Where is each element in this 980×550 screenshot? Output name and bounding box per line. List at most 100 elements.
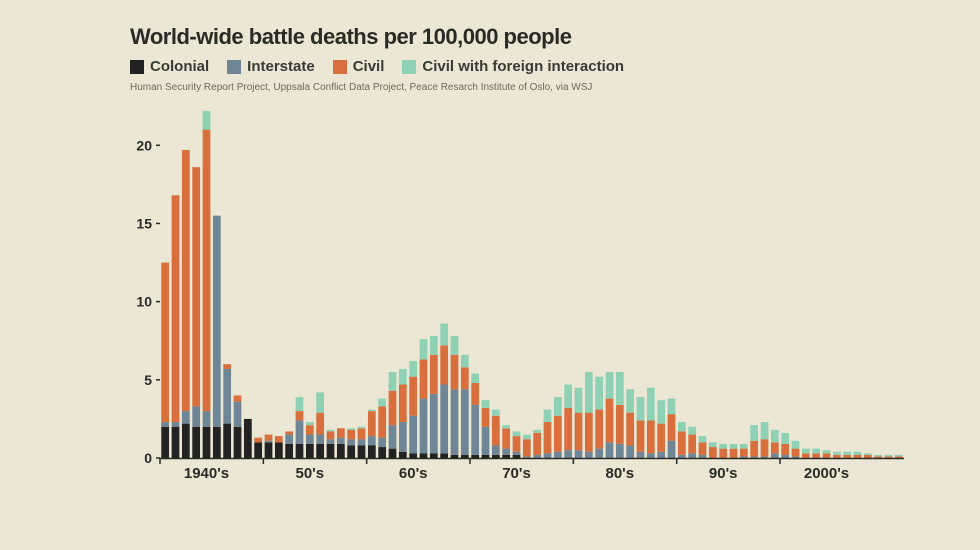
xaxis-decade-label: 90's — [709, 465, 738, 482]
bar-segment — [399, 385, 407, 423]
bar-segment — [688, 453, 696, 458]
legend-item: Civil with foreign interaction — [402, 58, 624, 75]
bar-segment — [420, 359, 428, 398]
bar-segment — [337, 438, 345, 444]
bar-segment — [347, 428, 355, 430]
bar-segment — [699, 442, 707, 455]
bar-segment — [564, 450, 572, 458]
chart-plot: 051015201940's50's60's70's80's90's2000's — [130, 108, 910, 488]
bar-segment — [368, 445, 376, 458]
bar-segment — [451, 355, 459, 389]
xaxis-decade-label: 60's — [399, 465, 428, 482]
chart-title: World-wide battle deaths per 100,000 peo… — [130, 24, 571, 50]
bar-segment — [843, 455, 851, 458]
bar-segment — [430, 355, 438, 394]
bar-segment — [575, 450, 583, 458]
xaxis-decade-label: 70's — [502, 465, 531, 482]
bar-segment — [606, 372, 614, 399]
bar-segment — [647, 453, 655, 458]
bar-segment — [719, 444, 727, 449]
bar-segment — [637, 397, 645, 420]
bar-segment — [471, 383, 479, 405]
bar-segment — [182, 424, 190, 458]
bar-segment — [564, 408, 572, 450]
bar-segment — [306, 422, 314, 425]
bar-segment — [409, 361, 417, 377]
bar-segment — [409, 416, 417, 454]
bar-segment — [544, 453, 552, 458]
bar-segment — [554, 452, 562, 458]
bar-segment — [616, 372, 624, 405]
bar-segment — [420, 399, 428, 454]
bar-segment — [771, 442, 779, 453]
bar-segment — [378, 447, 386, 458]
bar-segment — [192, 427, 200, 458]
bar-segment — [823, 450, 831, 453]
xaxis-decade-label: 50's — [296, 465, 325, 482]
bar-segment — [585, 413, 593, 452]
chart-source: Human Security Report Project, Uppsala C… — [130, 82, 592, 93]
chart-page: World-wide battle deaths per 100,000 peo… — [0, 0, 980, 550]
bar-segment — [730, 444, 738, 449]
bar-segment — [244, 419, 252, 458]
bar-segment — [327, 431, 335, 439]
bar-segment — [399, 452, 407, 458]
bar-segment — [792, 441, 800, 449]
yaxis-tick-label: 10 — [136, 294, 152, 310]
bar-segment — [564, 385, 572, 408]
bar-segment — [203, 111, 211, 130]
bar-segment — [254, 442, 262, 458]
bar-segment — [482, 427, 490, 455]
bar-segment — [285, 431, 293, 434]
bar-segment — [513, 431, 521, 436]
bar-segment — [554, 397, 562, 416]
bar-segment — [316, 444, 324, 458]
legend-item: Interstate — [227, 58, 315, 75]
bar-segment — [420, 453, 428, 458]
bar-segment — [854, 455, 862, 458]
bar-segment — [192, 167, 200, 406]
bar-segment — [802, 453, 810, 458]
bar-segment — [626, 389, 634, 412]
bar-segment — [161, 263, 169, 422]
bar-segment — [213, 216, 221, 427]
bar-segment — [389, 425, 397, 448]
bar-segment — [874, 455, 882, 457]
bar-segment — [595, 410, 603, 449]
bar-segment — [513, 452, 521, 455]
bar-segment — [378, 406, 386, 437]
bar-segment — [440, 345, 448, 384]
bar-segment — [781, 444, 789, 455]
bar-segment — [502, 425, 510, 428]
bar-segment — [688, 435, 696, 454]
bar-segment — [502, 449, 510, 455]
bar-segment — [172, 422, 180, 427]
bar-segment — [347, 439, 355, 445]
bar-segment — [451, 389, 459, 455]
bar-segment — [368, 411, 376, 436]
bar-segment — [358, 445, 366, 458]
bar-segment — [327, 444, 335, 458]
bar-segment — [585, 372, 593, 413]
bar-segment — [161, 422, 169, 427]
bar-segment — [265, 441, 273, 443]
bar-segment — [316, 392, 324, 412]
bar-segment — [389, 372, 397, 391]
bar-segment — [513, 436, 521, 452]
bar-segment — [657, 400, 665, 423]
legend-swatch — [333, 60, 347, 74]
bar-segment — [616, 444, 624, 458]
bar-segment — [637, 420, 645, 451]
bar-segment — [316, 413, 324, 435]
bar-segment — [440, 385, 448, 454]
bar-segment — [409, 453, 417, 458]
bar-segment — [306, 425, 314, 434]
bar-segment — [771, 430, 779, 443]
bar-segment — [368, 410, 376, 412]
bar-segment — [296, 397, 304, 411]
bar-segment — [378, 399, 386, 407]
bar-segment — [337, 428, 345, 437]
yaxis-tick-label: 15 — [136, 215, 152, 231]
bar-segment — [203, 427, 211, 458]
bar-segment — [182, 150, 190, 411]
